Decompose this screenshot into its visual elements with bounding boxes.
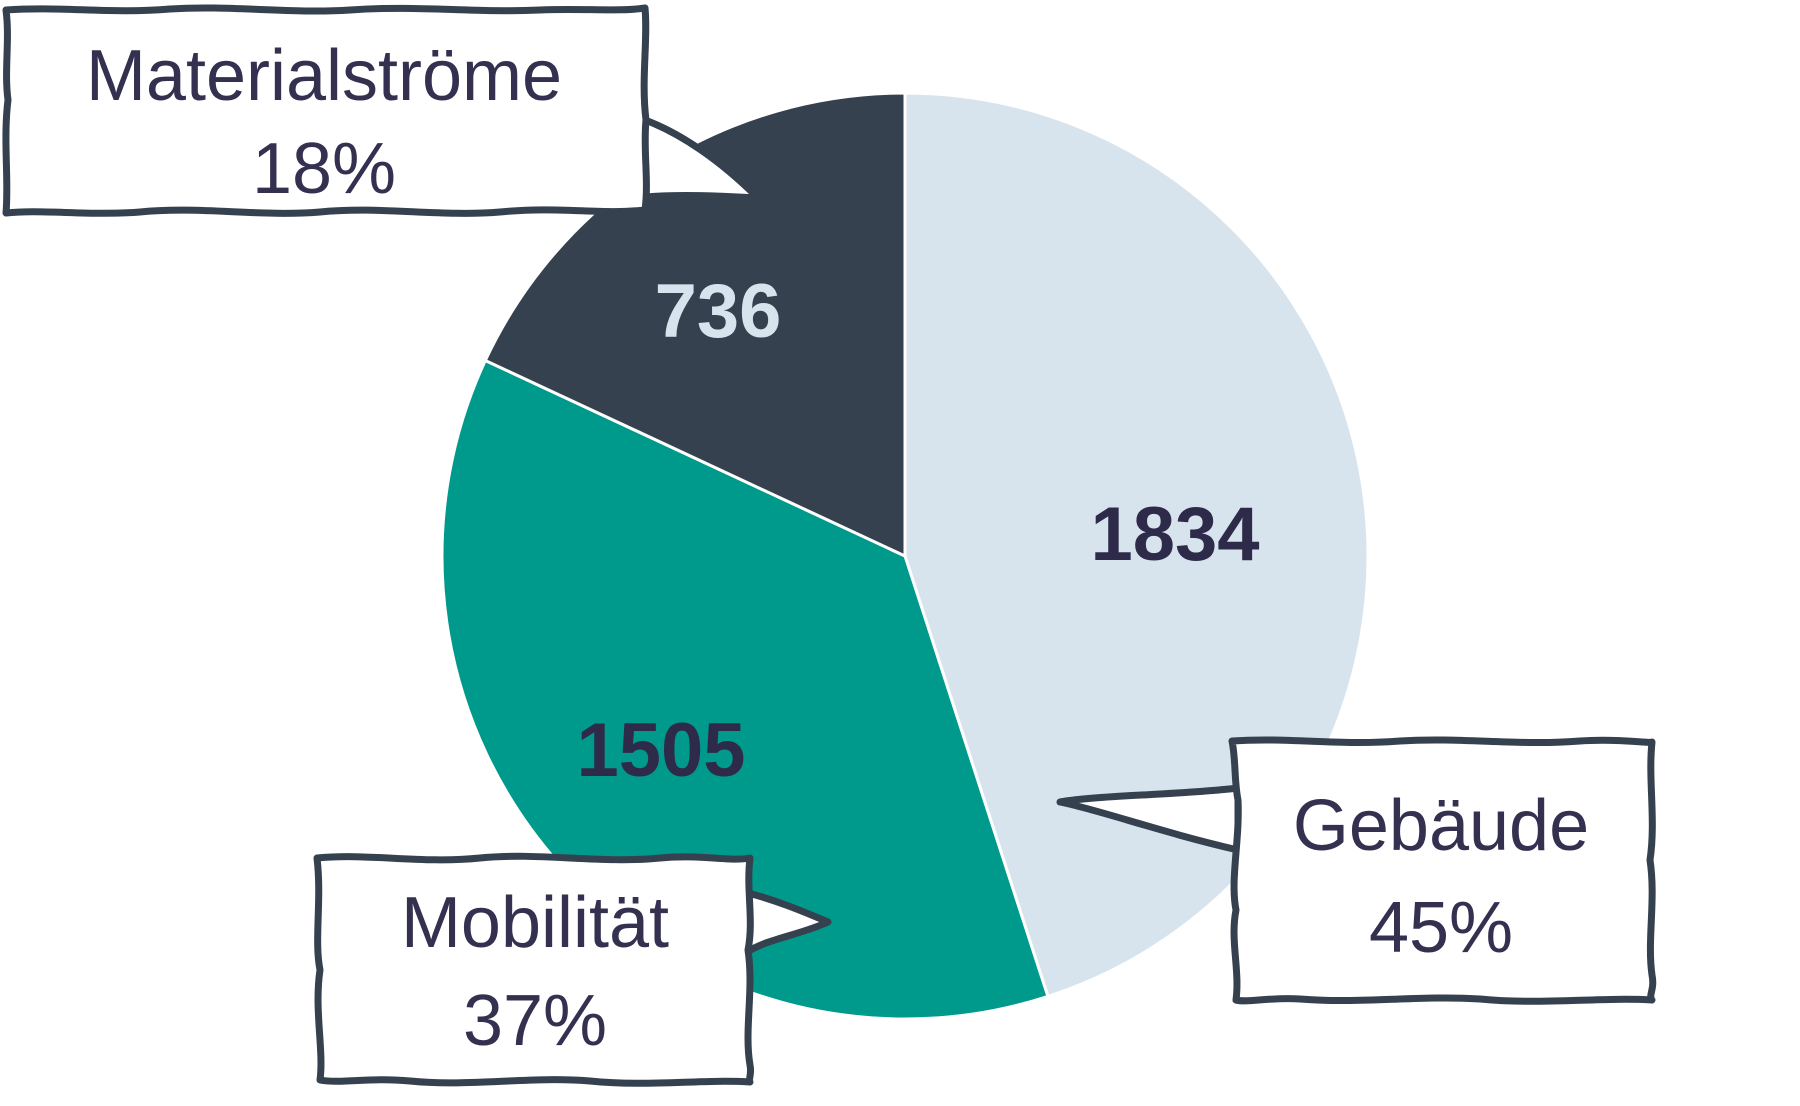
callout-percent-mobilitaet: 37%: [463, 981, 607, 1061]
callout-pointer-materialstroeme: [641, 116, 762, 202]
callout-label-gebaeude: Gebäude: [1293, 786, 1589, 866]
callout-pointer-mobilitaet: [743, 889, 832, 956]
callout-gebaeude: Gebäude 45%: [1056, 736, 1657, 1005]
callout-box-mobilitaet: [313, 852, 755, 1087]
callout-percent-gebaeude: 45%: [1369, 888, 1513, 968]
slice-value-gebaeude: 1834: [1090, 492, 1259, 577]
callout-pointer-gebaeude: [1056, 784, 1242, 854]
callout-label-materialstroeme: Materialströme: [86, 36, 562, 116]
callout-mobilitaet: Mobilität 37%: [313, 852, 832, 1087]
callout-label-mobilitaet: Mobilität: [401, 883, 669, 963]
pie-slices: [440, 91, 1370, 1021]
callout-percent-materialstroeme: 18%: [252, 129, 396, 209]
slice-value-mobilitaet: 1505: [576, 708, 745, 793]
callout-box-materialstroeme: [2, 4, 650, 217]
callout-box-gebaeude: [1228, 736, 1657, 1005]
slice-value-labels: 1834 1505 736: [576, 269, 1259, 793]
slice-value-materialstroeme: 736: [655, 269, 782, 354]
callout-materialstroeme: Materialströme 18%: [2, 4, 762, 217]
